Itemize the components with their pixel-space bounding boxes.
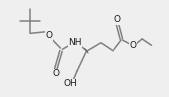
Text: O: O xyxy=(52,69,59,78)
Text: O: O xyxy=(129,41,136,50)
Text: O: O xyxy=(114,15,121,24)
Text: OH: OH xyxy=(64,79,77,88)
Text: O: O xyxy=(45,31,52,40)
Text: NH: NH xyxy=(68,38,82,47)
